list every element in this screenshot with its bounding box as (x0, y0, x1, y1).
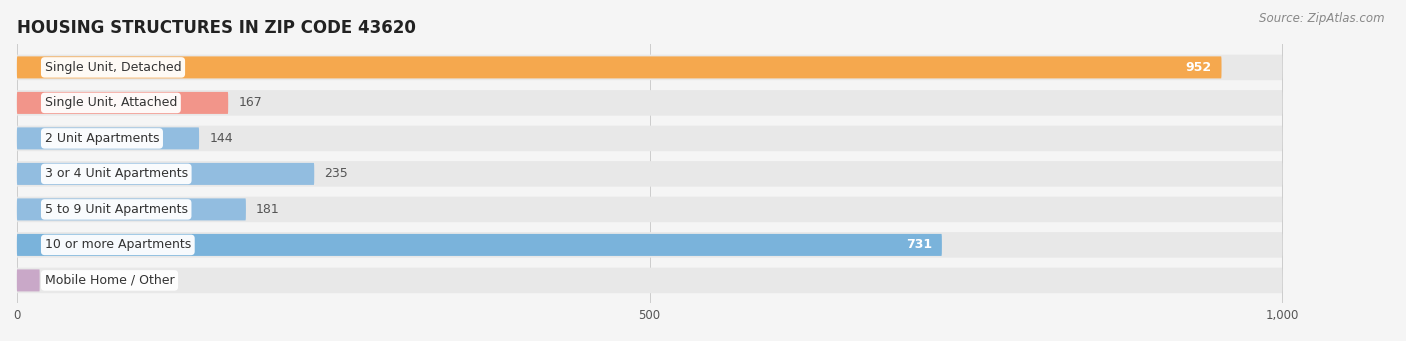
FancyBboxPatch shape (17, 90, 1282, 116)
Text: 235: 235 (325, 167, 349, 180)
FancyBboxPatch shape (17, 161, 1282, 187)
FancyBboxPatch shape (17, 232, 1282, 258)
FancyBboxPatch shape (17, 163, 315, 185)
FancyBboxPatch shape (17, 56, 1222, 78)
FancyBboxPatch shape (17, 269, 39, 292)
Text: 0: 0 (48, 274, 56, 287)
Text: 167: 167 (238, 97, 262, 109)
FancyBboxPatch shape (17, 234, 942, 256)
FancyBboxPatch shape (17, 197, 1282, 222)
Text: 10 or more Apartments: 10 or more Apartments (45, 238, 191, 251)
Text: HOUSING STRUCTURES IN ZIP CODE 43620: HOUSING STRUCTURES IN ZIP CODE 43620 (17, 19, 416, 37)
Text: Single Unit, Attached: Single Unit, Attached (45, 97, 177, 109)
Text: Source: ZipAtlas.com: Source: ZipAtlas.com (1260, 12, 1385, 25)
FancyBboxPatch shape (17, 92, 228, 114)
Text: 5 to 9 Unit Apartments: 5 to 9 Unit Apartments (45, 203, 188, 216)
Text: 2 Unit Apartments: 2 Unit Apartments (45, 132, 159, 145)
Text: 3 or 4 Unit Apartments: 3 or 4 Unit Apartments (45, 167, 188, 180)
FancyBboxPatch shape (17, 198, 246, 220)
Text: 181: 181 (256, 203, 280, 216)
Text: 952: 952 (1185, 61, 1212, 74)
Text: 144: 144 (209, 132, 233, 145)
Text: 731: 731 (905, 238, 932, 251)
FancyBboxPatch shape (17, 268, 1282, 293)
Text: Single Unit, Detached: Single Unit, Detached (45, 61, 181, 74)
FancyBboxPatch shape (17, 125, 1282, 151)
FancyBboxPatch shape (17, 128, 200, 149)
Text: Mobile Home / Other: Mobile Home / Other (45, 274, 174, 287)
FancyBboxPatch shape (17, 55, 1282, 80)
